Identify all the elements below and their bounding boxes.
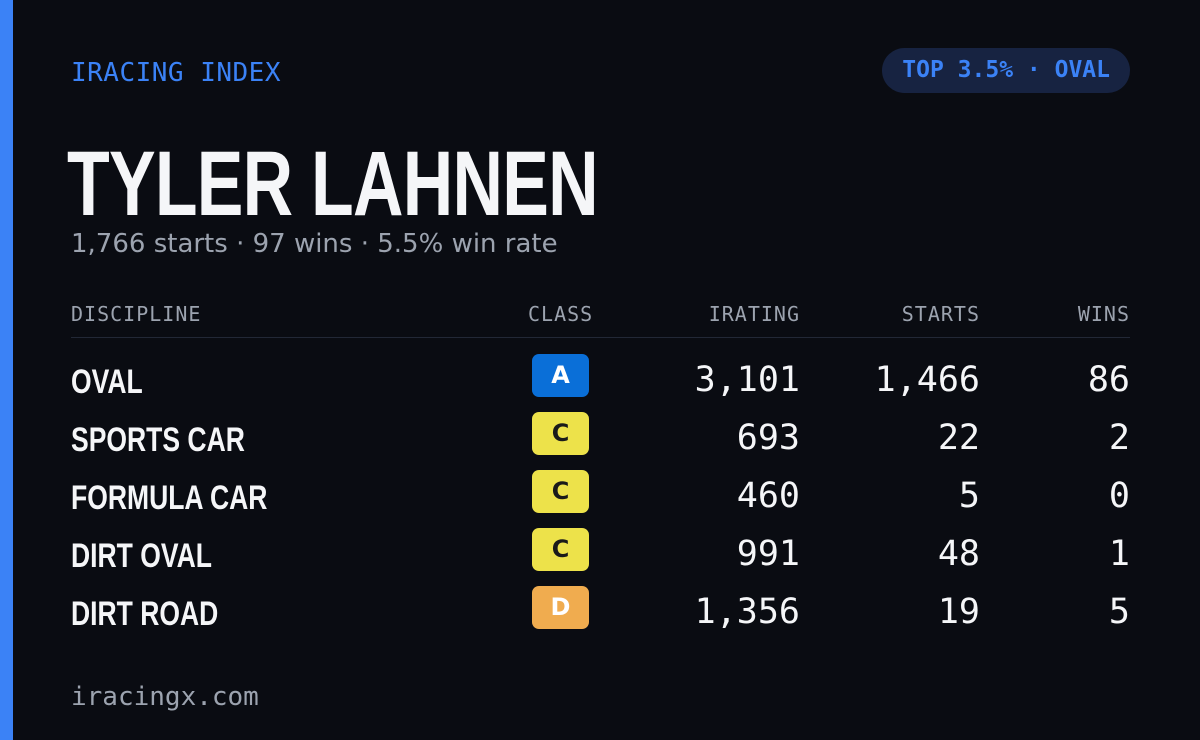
discipline-name: OVAL [71, 363, 143, 401]
starts-value: 19 [937, 592, 980, 632]
class-badge: C [532, 470, 589, 513]
wins-value: 1 [1108, 534, 1130, 574]
wins-value: 5 [1108, 592, 1130, 632]
column-header-discipline: DISCIPLINE [71, 302, 202, 326]
class-badge: A [532, 354, 589, 397]
wins-value: 86 [1087, 360, 1130, 400]
brand-title: IRACING INDEX [71, 58, 281, 88]
discipline-name: SPORTS CAR [71, 421, 245, 459]
discipline-name: FORMULA CAR [71, 479, 268, 517]
table-row: DIRT OVAL C 991 48 1 [71, 512, 1130, 575]
irating-value: 991 [736, 534, 800, 574]
rank-badge: TOP 3.5% · OVAL [882, 48, 1130, 93]
table-row: DIRT ROAD D 1,356 19 5 [71, 570, 1130, 633]
discipline-name: DIRT ROAD [71, 595, 219, 633]
driver-name: TYLER LAHNEN [67, 133, 599, 235]
table-row: FORMULA CAR C 460 5 0 [71, 454, 1130, 517]
column-header-class: CLASS [528, 302, 594, 326]
column-header-wins: WINS [1077, 302, 1130, 326]
discipline-name: DIRT OVAL [71, 537, 212, 575]
wins-value: 0 [1108, 476, 1130, 516]
starts-value: 5 [958, 476, 980, 516]
table-row: SPORTS CAR C 693 22 2 [71, 396, 1130, 459]
irating-value: 1,356 [694, 592, 800, 632]
class-badge: C [532, 412, 589, 455]
starts-value: 1,466 [874, 360, 980, 400]
footer-site: iracingx.com [71, 682, 259, 712]
column-header-irating: IRATING [708, 302, 800, 326]
irating-value: 693 [736, 418, 800, 458]
wins-value: 2 [1108, 418, 1130, 458]
table-header: DISCIPLINE CLASS IRATING STARTS WINS [71, 296, 1130, 338]
driver-summary: 1,766 starts · 97 wins · 5.5% win rate [71, 229, 558, 259]
starts-value: 48 [937, 534, 980, 574]
column-header-starts: STARTS [901, 302, 980, 326]
accent-bar [0, 0, 13, 740]
irating-value: 460 [736, 476, 800, 516]
starts-value: 22 [937, 418, 980, 458]
class-badge: D [532, 586, 589, 629]
discipline-table: DISCIPLINE CLASS IRATING STARTS WINS OVA… [71, 296, 1130, 633]
class-badge: C [532, 528, 589, 571]
irating-value: 3,101 [694, 360, 800, 400]
table-row: OVAL A 3,101 1,466 86 [71, 338, 1130, 401]
